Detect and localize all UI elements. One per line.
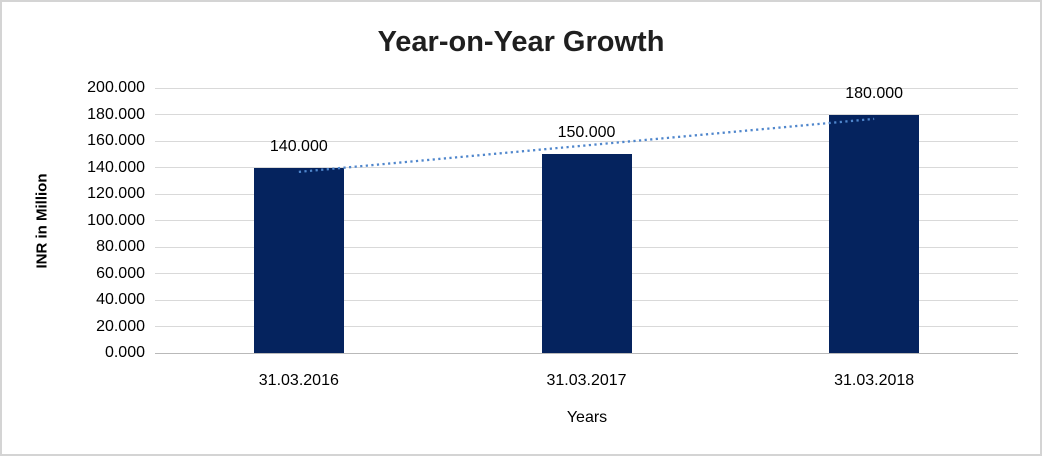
chart-title: Year-on-Year Growth (377, 26, 665, 58)
x-tick-label: 31.03.2016 (258, 372, 339, 389)
y-tick-label: 160.000 (87, 132, 145, 149)
bar (253, 167, 344, 353)
data-label: 150.000 (557, 124, 616, 142)
y-tick-label: 140.000 (87, 158, 145, 176)
x-axis-title: Years (566, 409, 608, 426)
data-label: 140.000 (269, 137, 328, 155)
y-tick-label: 60.000 (96, 264, 145, 282)
y-tick-label: 20.000 (96, 317, 145, 335)
bar (541, 154, 632, 353)
x-tick-label: 31.03.2018 (834, 372, 915, 389)
gridline (155, 87, 1018, 89)
gridline (155, 114, 1018, 115)
x-axis-line (155, 352, 1018, 354)
y-tick-label: 200.000 (87, 79, 145, 96)
bar (829, 114, 920, 353)
y-tick-label: 180.000 (87, 105, 145, 123)
y-tick-label: 40.000 (96, 291, 145, 308)
data-label: 180.000 (845, 84, 904, 102)
y-tick-label: 80.000 (96, 238, 145, 255)
x-tick-label: 31.03.2017 (546, 372, 627, 389)
y-tick-label: 0.000 (104, 344, 145, 361)
y-tick-label: 120.000 (87, 185, 145, 202)
y-tick-label: 100.000 (87, 211, 145, 229)
